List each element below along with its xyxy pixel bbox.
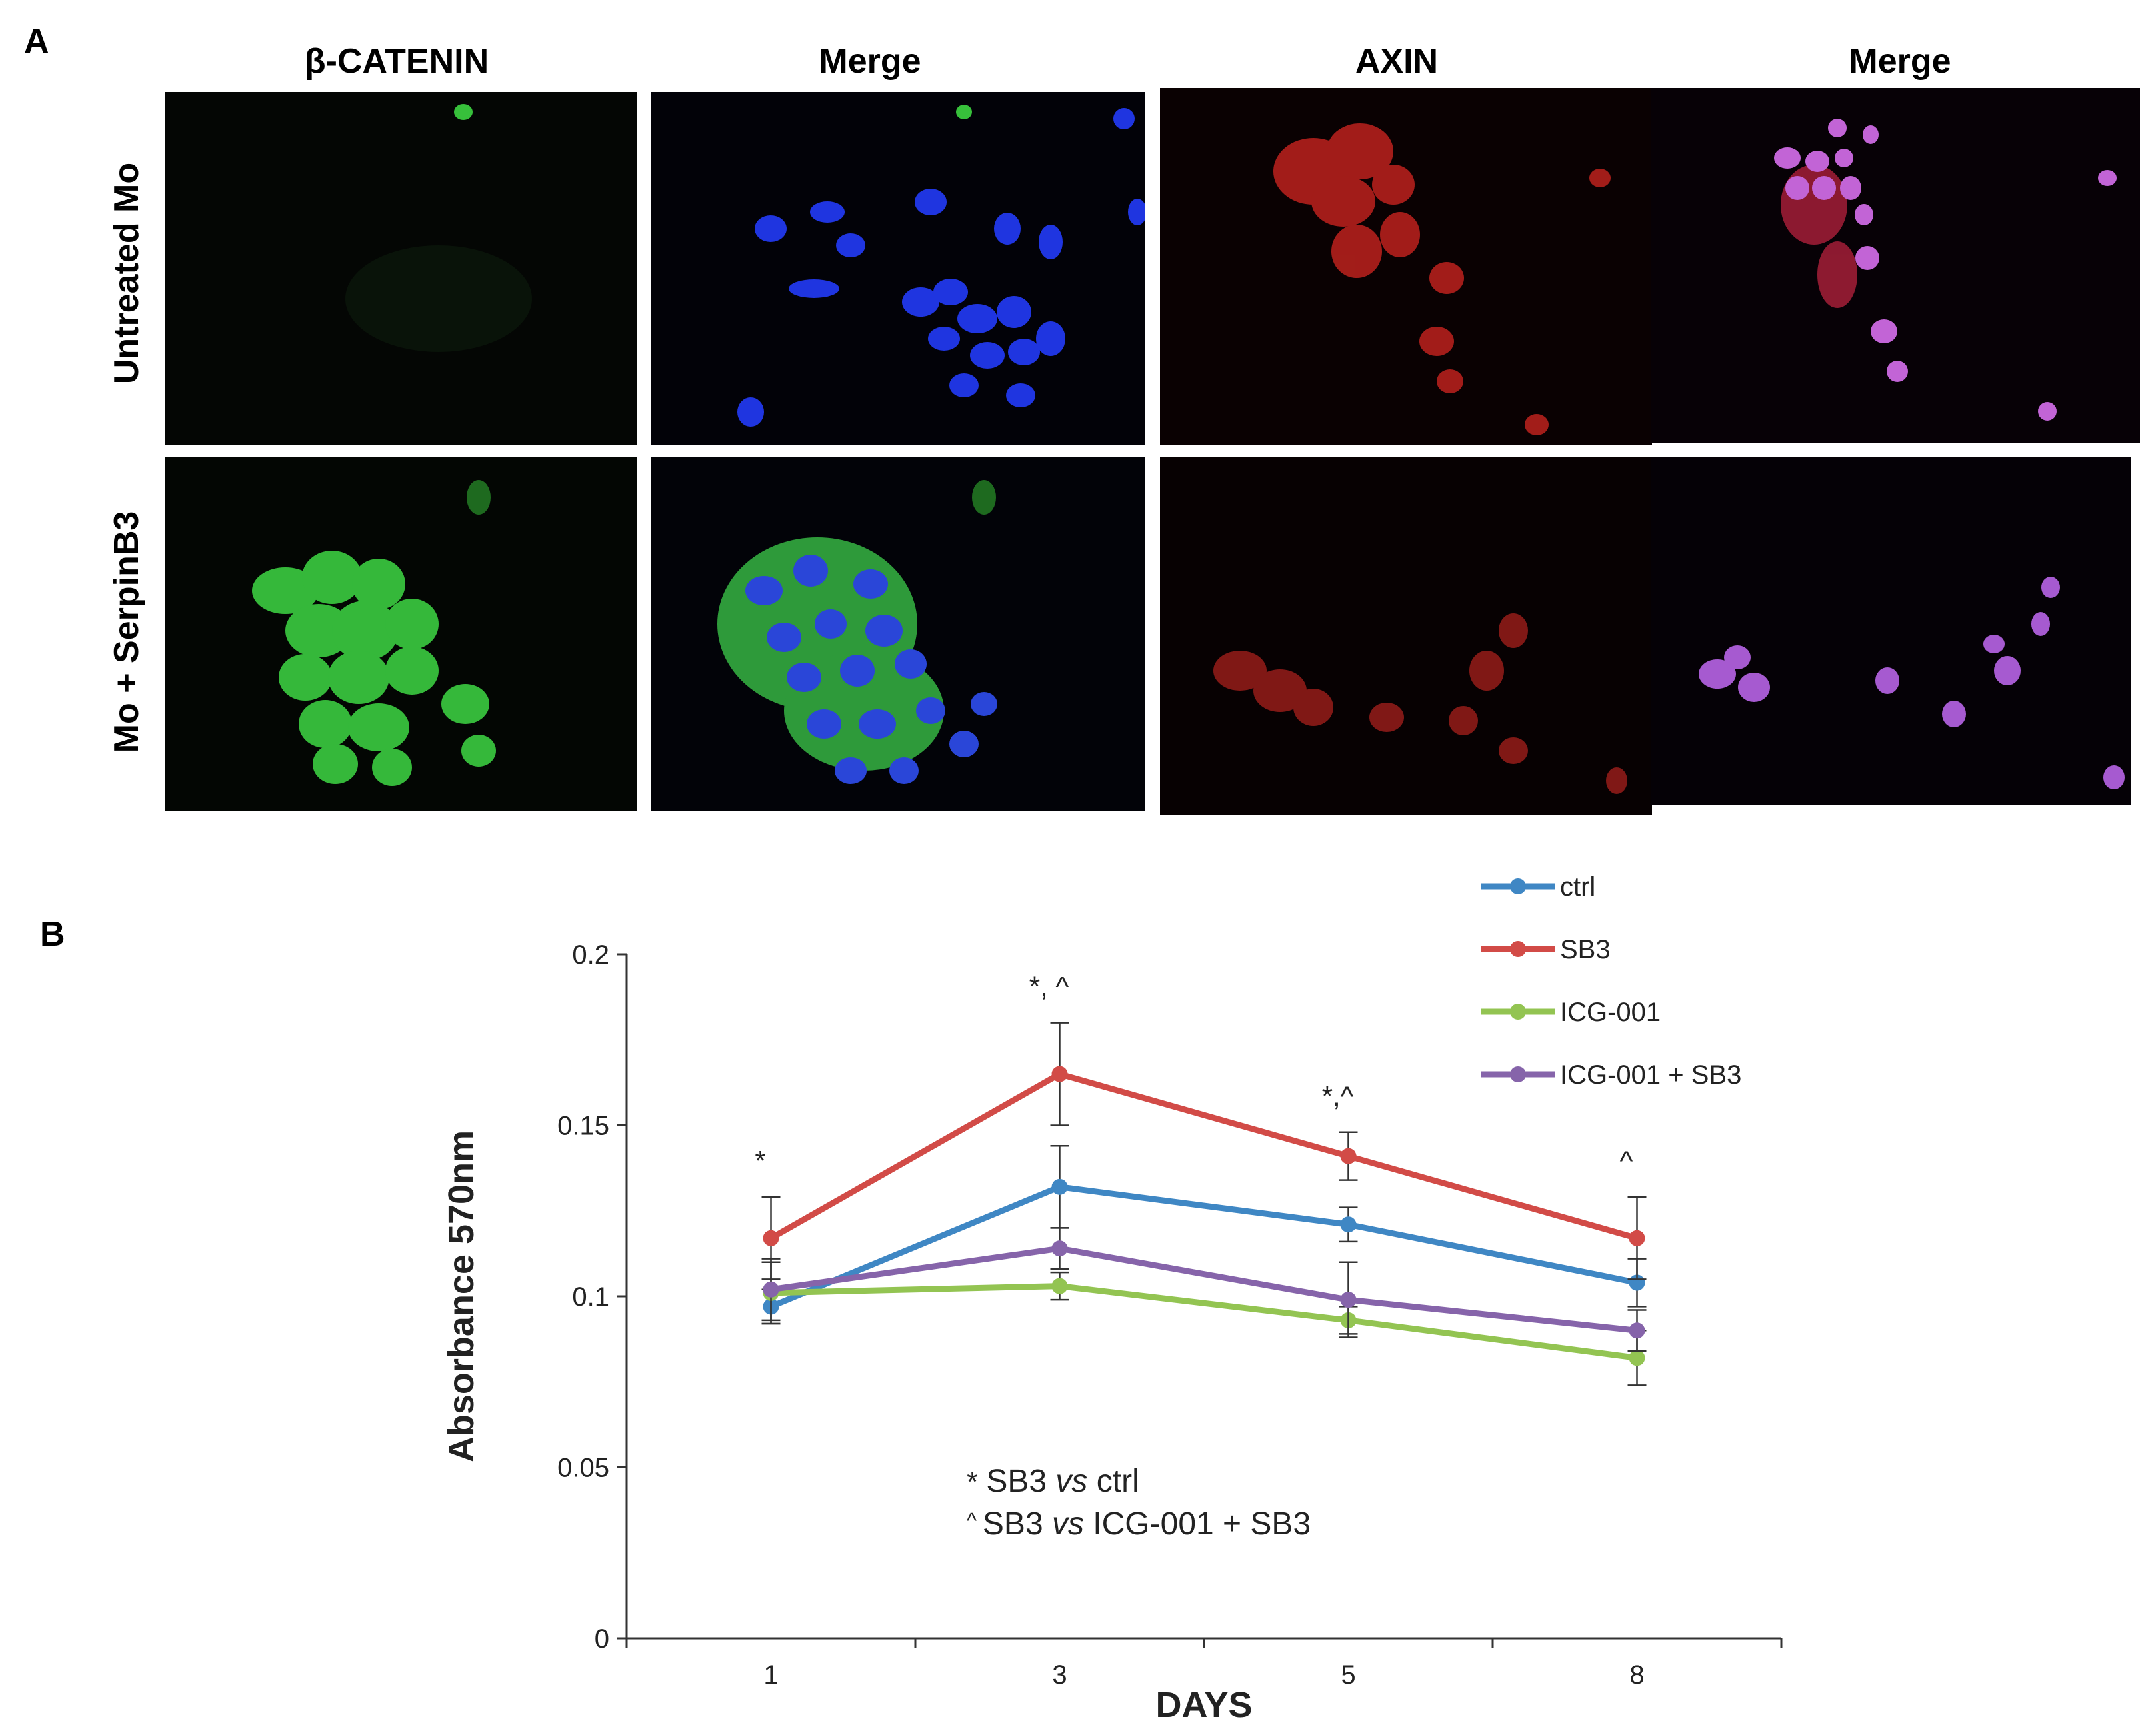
chart-significance-marks: * *, ^ *,^ ^ bbox=[755, 971, 1633, 1177]
micrograph-untreated-beta-catenin-image bbox=[165, 92, 637, 445]
y-axis-title: Absorbance 570nm bbox=[441, 1130, 481, 1462]
micrograph-serpinb3-merge-axin-image bbox=[1651, 457, 2131, 805]
y-tick-label: 0.1 bbox=[572, 1282, 609, 1312]
significance-mark: ^ bbox=[1620, 1145, 1633, 1176]
micrograph-serpinb3-beta-catenin-image bbox=[165, 457, 637, 811]
column-title-merge-2: Merge bbox=[1849, 42, 1951, 81]
significance-mark: * bbox=[755, 1145, 765, 1176]
legend-marker bbox=[1510, 1004, 1526, 1020]
data-point bbox=[1340, 1216, 1357, 1233]
chart-axes: 0 0.05 0.1 0.15 0.2 1 3 5 8 DAYS Absorbance 570nm bbox=[441, 940, 1783, 1725]
significance-legend-line: * SB3 vs ctrl bbox=[967, 1464, 1139, 1499]
series-line-icg-001 bbox=[771, 1283, 1638, 1361]
legend-label: ICG-001 + SB3 bbox=[1560, 1060, 1741, 1090]
series-line-sb3 bbox=[769, 1071, 1638, 1242]
significance-mark: *, ^ bbox=[1029, 971, 1069, 1002]
x-tick-label: 5 bbox=[1341, 1660, 1355, 1690]
data-point bbox=[1340, 1292, 1357, 1308]
series-line-ctrl bbox=[769, 1184, 1638, 1310]
legend-label: ICG-001 bbox=[1560, 998, 1661, 1027]
chart-legend: ctrl SB3 ICG-001 ICG-001 + SB3 bbox=[1481, 872, 1741, 1090]
micrograph-serpinb3-merge-image bbox=[651, 457, 1145, 811]
column-title-beta-catenin: β-CATENIN bbox=[304, 42, 489, 81]
data-point bbox=[1051, 1240, 1068, 1257]
micrograph-serpinb3-merge bbox=[651, 457, 1145, 811]
micrograph-untreated-beta-catenin bbox=[165, 92, 637, 445]
data-point bbox=[1051, 1178, 1068, 1195]
micrograph-untreated-axin-image bbox=[1160, 88, 1652, 445]
chart-notes: * SB3 vs ctrl ^ SB3 vs ICG-001 + SB3 bbox=[967, 1464, 1311, 1542]
data-point bbox=[1340, 1148, 1357, 1164]
row-label-untreated: Untreated Mo bbox=[107, 162, 146, 385]
panel-b-label: B bbox=[40, 915, 65, 954]
y-tick-label: 0.15 bbox=[557, 1112, 609, 1141]
data-point bbox=[763, 1230, 779, 1246]
legend-marker bbox=[1510, 878, 1526, 894]
micrograph-untreated-merge bbox=[651, 92, 1145, 445]
series-line-icg-001-sb3 bbox=[770, 1245, 1637, 1334]
legend-label: SB3 bbox=[1560, 935, 1611, 964]
y-tick-label: 0.05 bbox=[557, 1454, 609, 1483]
x-tick-label: 8 bbox=[1629, 1660, 1644, 1690]
y-tick-label: 0 bbox=[595, 1624, 609, 1654]
data-point bbox=[1629, 1322, 1645, 1339]
y-tick-label: 0.2 bbox=[572, 940, 609, 970]
chart-series bbox=[761, 1022, 1647, 1386]
x-tick-label: 3 bbox=[1052, 1660, 1067, 1690]
data-point bbox=[1051, 1066, 1068, 1082]
panel-a-label: A bbox=[24, 22, 49, 61]
significance-mark: *,^ bbox=[1322, 1080, 1354, 1112]
micrograph-untreated-merge-axin-image bbox=[1651, 88, 2140, 443]
row-label-serpinb3: Mo + SerpinB3 bbox=[107, 511, 146, 753]
legend-marker bbox=[1510, 941, 1526, 957]
column-title-merge-1: Merge bbox=[819, 42, 921, 81]
significance-legend-line: ^ SB3 vs ICG-001 + SB3 bbox=[967, 1506, 1311, 1542]
micrograph-serpinb3-axin bbox=[1160, 457, 1652, 815]
micrograph-untreated-merge-image bbox=[651, 92, 1145, 445]
legend-label: ctrl bbox=[1560, 872, 1595, 902]
micrograph-serpinb3-beta-catenin bbox=[165, 457, 637, 811]
x-axis-title: DAYS bbox=[1155, 1685, 1252, 1725]
micrograph-serpinb3-merge-axin bbox=[1651, 457, 2131, 805]
micrograph-serpinb3-axin-image bbox=[1160, 457, 1652, 815]
column-title-axin: AXIN bbox=[1355, 42, 1439, 81]
micrograph-untreated-merge-axin bbox=[1651, 88, 2140, 443]
x-tick-label: 1 bbox=[763, 1660, 778, 1690]
data-point bbox=[1051, 1278, 1068, 1294]
data-point bbox=[763, 1281, 779, 1298]
data-point bbox=[1629, 1230, 1645, 1246]
legend-marker bbox=[1510, 1066, 1526, 1082]
data-point bbox=[1629, 1350, 1645, 1366]
micrograph-untreated-axin bbox=[1160, 88, 1652, 445]
